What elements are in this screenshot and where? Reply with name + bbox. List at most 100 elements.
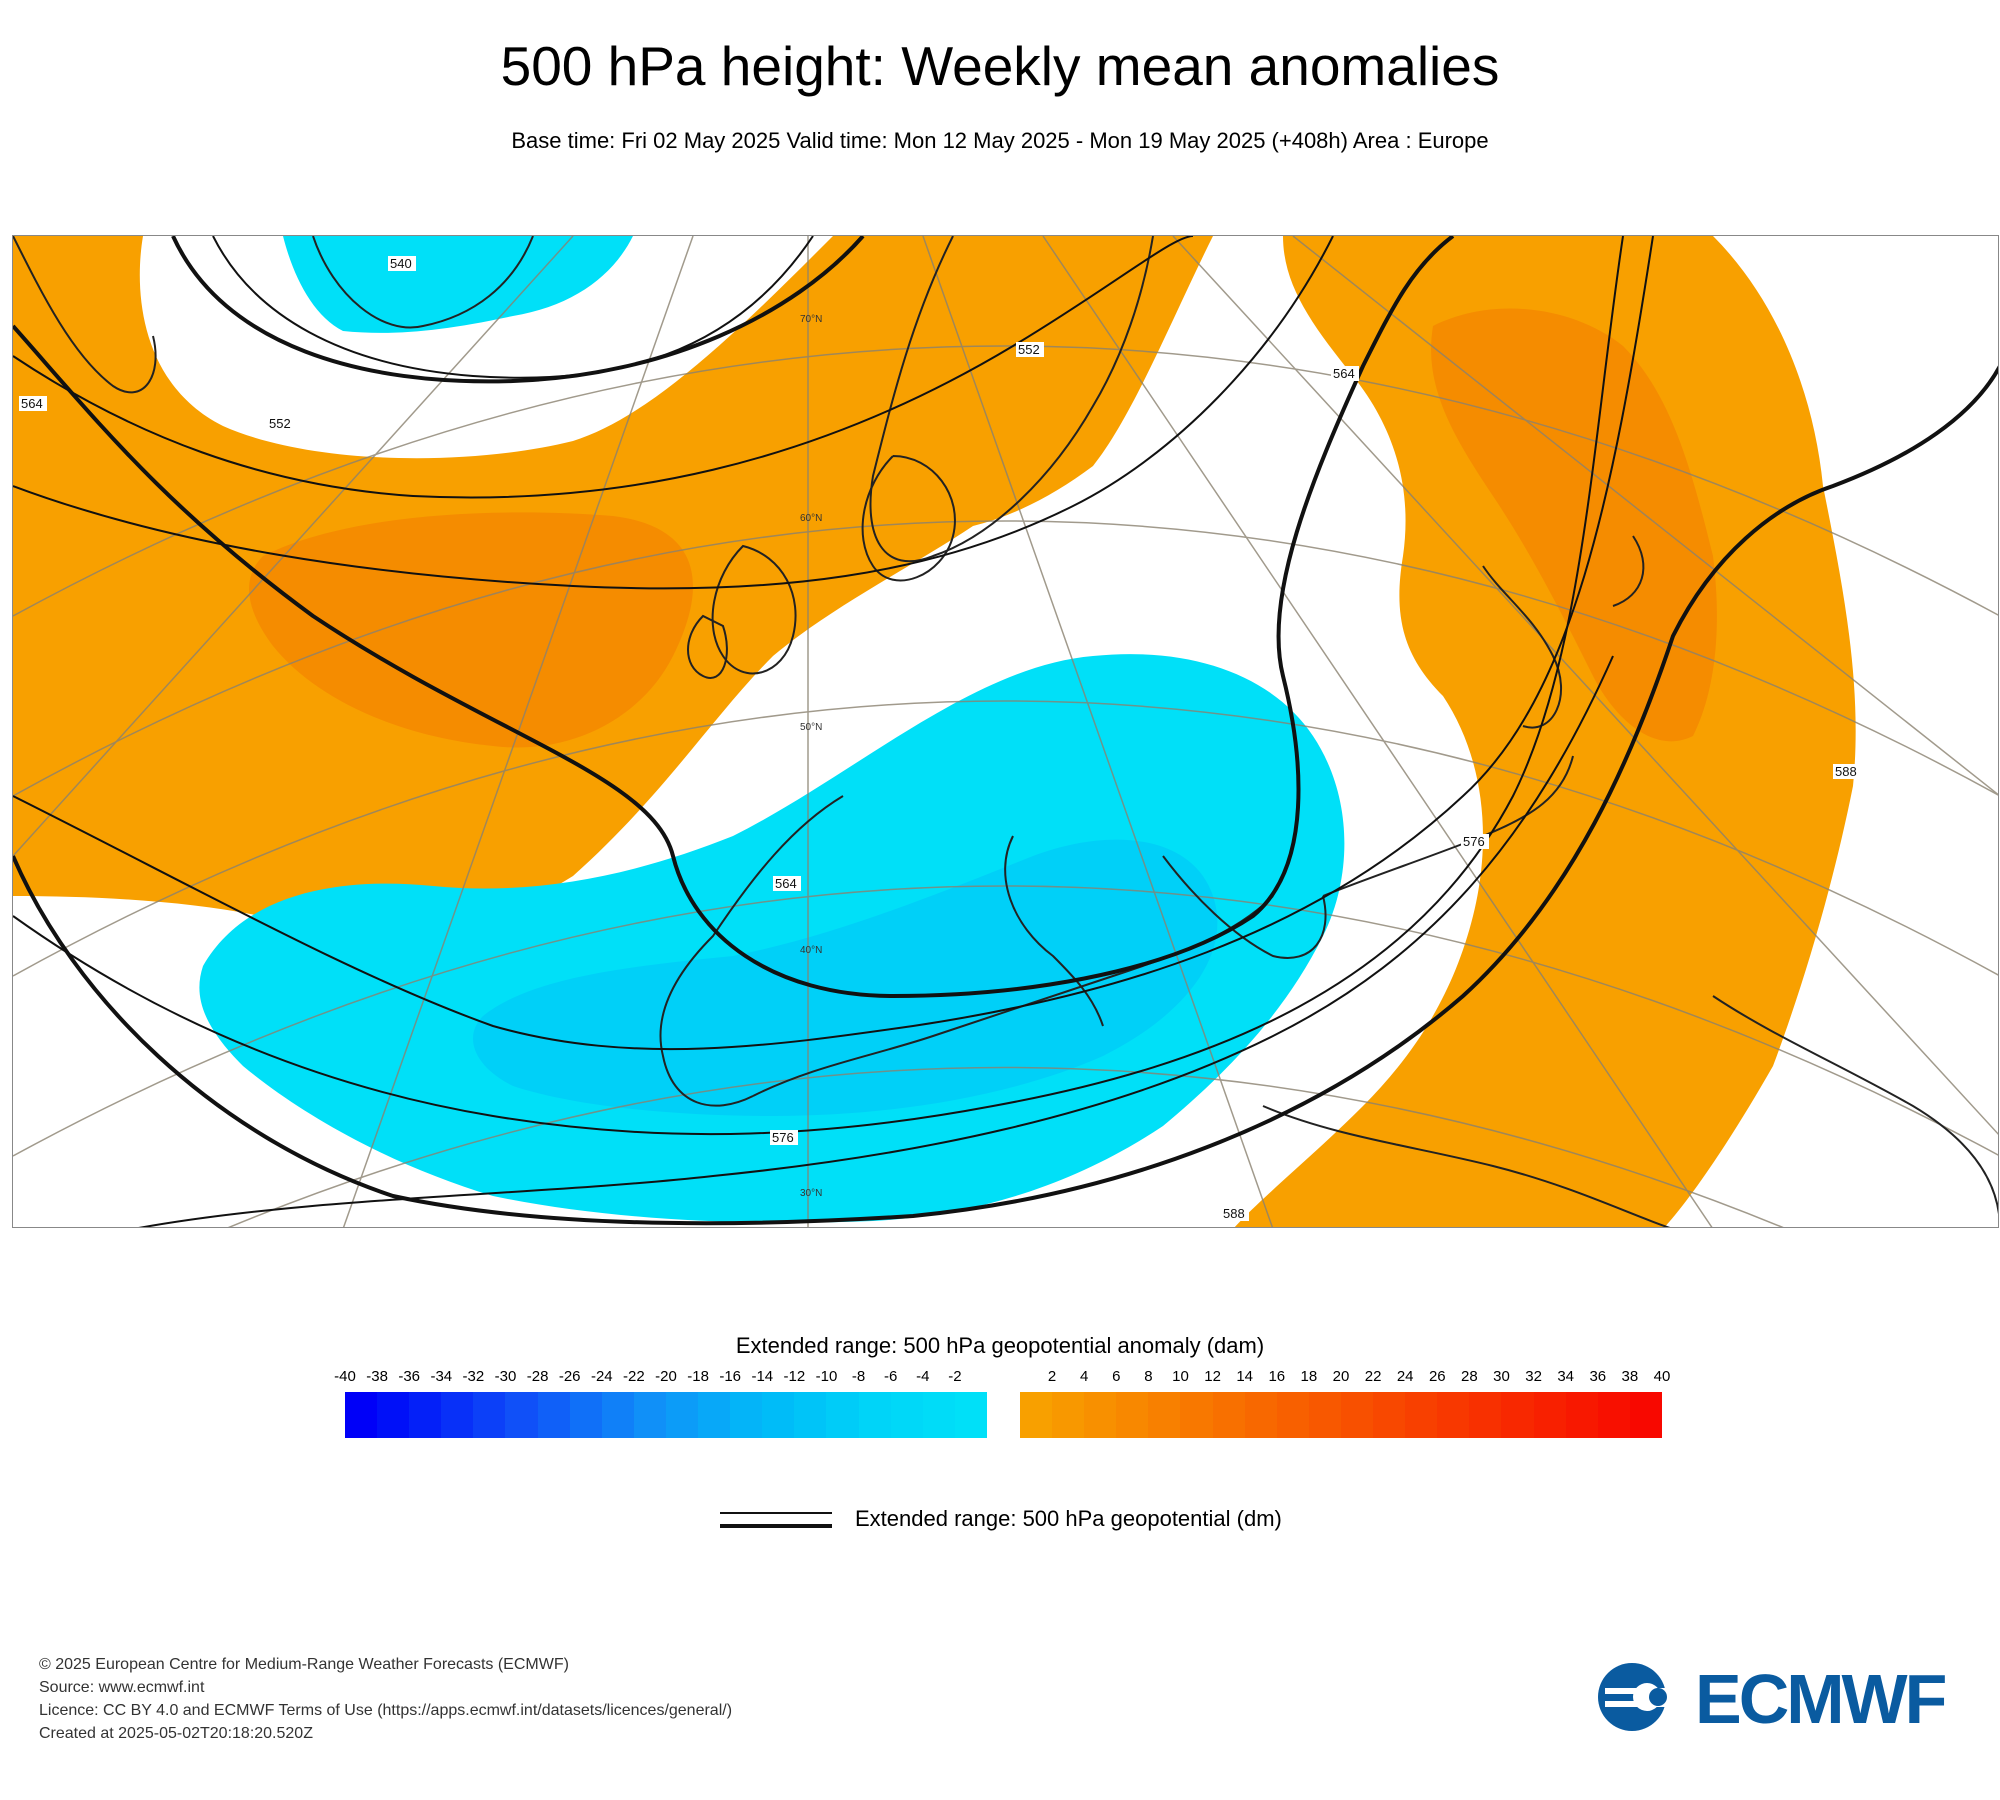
page-subtitle: Base time: Fri 02 May 2025 Valid time: M… xyxy=(511,128,1489,153)
colorbar-tick: 36 xyxy=(1589,1368,1607,1385)
colorbar-tick: 4 xyxy=(1080,1368,1089,1385)
positive-swatch-16 xyxy=(1533,1392,1566,1438)
anomaly-legend-title: Extended range: 500 hPa geopotential ano… xyxy=(735,1333,1265,1358)
positive-swatch-5 xyxy=(1180,1392,1213,1438)
positive-swatch-2 xyxy=(1084,1392,1117,1438)
colorbar-tick: 34 xyxy=(1557,1368,1575,1385)
colorbar-tick: -26 xyxy=(558,1368,581,1385)
ecmwf-logo: ECMWF xyxy=(1598,1660,1949,1735)
positive-swatch-11 xyxy=(1373,1392,1406,1438)
logo-text: ECMWF xyxy=(1695,1660,1946,1735)
positive-swatch-10 xyxy=(1340,1392,1374,1438)
positive-swatch-15 xyxy=(1501,1392,1534,1438)
contour-legend-label: Extended range: 500 hPa geopotential (dm… xyxy=(855,1506,1282,1531)
contour-label-564-center: 564 xyxy=(775,876,797,891)
colorbar-negative xyxy=(345,1392,987,1438)
colorbar-tick: -34 xyxy=(430,1368,453,1385)
colorbar-tick: 24 xyxy=(1396,1368,1414,1385)
negative-swatch-13 xyxy=(762,1392,795,1438)
positive-swatch-3 xyxy=(1116,1392,1149,1438)
negative-swatch-4 xyxy=(473,1392,506,1438)
colorbar-tick: -4 xyxy=(916,1368,930,1385)
colorbar-tick: 38 xyxy=(1621,1368,1639,1385)
colorbar-tick: 26 xyxy=(1428,1368,1446,1385)
colorbar-tick: 30 xyxy=(1493,1368,1510,1385)
negative-anomaly-mediterranean xyxy=(199,654,1345,1223)
footer: © 2025 European Centre for Medium-Range … xyxy=(39,1653,732,1745)
negative-anomaly-greenland xyxy=(283,236,633,333)
positive-swatch-13 xyxy=(1437,1392,1470,1438)
positive-swatch-19 xyxy=(1629,1392,1662,1438)
lat-label-70: 70°N xyxy=(800,314,822,325)
lat-label-40: 40°N xyxy=(800,945,822,956)
negative-swatch-19 xyxy=(954,1392,987,1438)
positive-swatch-0 xyxy=(1020,1392,1053,1438)
contour-label-588-east: 588 xyxy=(1835,764,1857,779)
negative-swatch-0 xyxy=(345,1392,378,1438)
positive-swatch-9 xyxy=(1308,1392,1341,1438)
negative-swatch-14 xyxy=(794,1392,827,1438)
colorbar-tick: 2 xyxy=(1047,1368,1057,1385)
colorbar-tick: -20 xyxy=(655,1368,677,1385)
negative-swatch-2 xyxy=(409,1392,442,1438)
colorbar-tick: -2 xyxy=(948,1368,962,1385)
positive-swatch-1 xyxy=(1052,1392,1085,1438)
contour-line-symbol xyxy=(720,1512,832,1528)
negative-swatch-6 xyxy=(537,1392,570,1438)
colorbar-tick: 12 xyxy=(1204,1368,1221,1385)
negative-swatch-18 xyxy=(922,1392,955,1438)
colorbar-tick: 10 xyxy=(1172,1368,1189,1385)
colorbar-tick: 6 xyxy=(1112,1368,1121,1385)
colorbar-positive xyxy=(1020,1392,1662,1438)
negative-swatch-11 xyxy=(698,1392,731,1438)
positive-swatch-12 xyxy=(1405,1392,1438,1438)
colorbar-tick: 8 xyxy=(1144,1368,1153,1385)
positive-anomaly-east-core xyxy=(1431,308,1717,742)
negative-swatch-10 xyxy=(665,1392,699,1438)
contour-label-552-north: 552 xyxy=(1018,342,1040,357)
page-title: 500 hPa height: Weekly mean anomalies xyxy=(500,35,1500,97)
created-timestamp: Created at 2025-05-02T20:18:20.520Z xyxy=(39,1725,313,1742)
negative-swatch-15 xyxy=(826,1392,859,1438)
lat-label-60: 60°N xyxy=(800,513,822,524)
positive-swatch-4 xyxy=(1148,1392,1181,1438)
source-link[interactable]: Source: www.ecmwf.int xyxy=(39,1679,205,1696)
negative-swatch-3 xyxy=(441,1392,474,1438)
negative-swatch-17 xyxy=(890,1392,923,1438)
contour-label-576-south: 576 xyxy=(772,1130,794,1145)
colorbar-tick: -40 xyxy=(334,1368,356,1385)
colorbar-tick: 22 xyxy=(1364,1368,1382,1385)
anomaly-map[interactable]: 540 552 564 564 564 576 576 588 588 552 … xyxy=(12,235,1999,1228)
contour-label-564-east: 564 xyxy=(1333,366,1355,381)
positive-swatch-8 xyxy=(1276,1392,1309,1438)
negative-swatch-16 xyxy=(858,1392,891,1438)
colorbar-tick: -16 xyxy=(719,1368,742,1385)
colorbar-tick: -8 xyxy=(851,1368,866,1385)
contour-label-588-south: 588 xyxy=(1223,1206,1245,1221)
contour-label-540: 540 xyxy=(390,256,412,271)
colorbar-tick: 18 xyxy=(1300,1368,1318,1385)
negative-swatch-5 xyxy=(505,1392,538,1438)
lat-label-30: 30°N xyxy=(800,1188,822,1199)
geopotential-contours-thick xyxy=(13,236,1998,1226)
colorbar-tick: -30 xyxy=(494,1368,517,1385)
negative-swatch-8 xyxy=(601,1392,634,1438)
colorbar-tick: -18 xyxy=(687,1368,709,1385)
colorbar-tick: -24 xyxy=(590,1368,613,1385)
positive-anomaly-east xyxy=(1234,236,1856,1227)
colorbar-tick: -22 xyxy=(623,1368,645,1385)
negative-swatch-9 xyxy=(633,1392,666,1438)
colorbar-tick: -32 xyxy=(462,1368,485,1385)
lat-label-50: 50°N xyxy=(800,722,822,733)
colorbar-tick: -38 xyxy=(366,1368,388,1385)
map-canvas: 540 552 564 564 564 576 576 588 588 552 … xyxy=(13,236,1998,1227)
positive-swatch-18 xyxy=(1597,1392,1630,1438)
colorbar-tick: 32 xyxy=(1525,1368,1542,1385)
contour-label-576-east: 576 xyxy=(1463,834,1485,849)
latitude-labels: 70°N 60°N 50°N 40°N 30°N xyxy=(800,314,822,1199)
positive-swatch-17 xyxy=(1565,1392,1598,1438)
copyright-text: © 2025 European Centre for Medium-Range … xyxy=(39,1656,569,1673)
negative-swatch-12 xyxy=(730,1392,763,1438)
contour-label-564-west: 564 xyxy=(21,396,43,411)
positive-swatch-14 xyxy=(1469,1392,1502,1438)
